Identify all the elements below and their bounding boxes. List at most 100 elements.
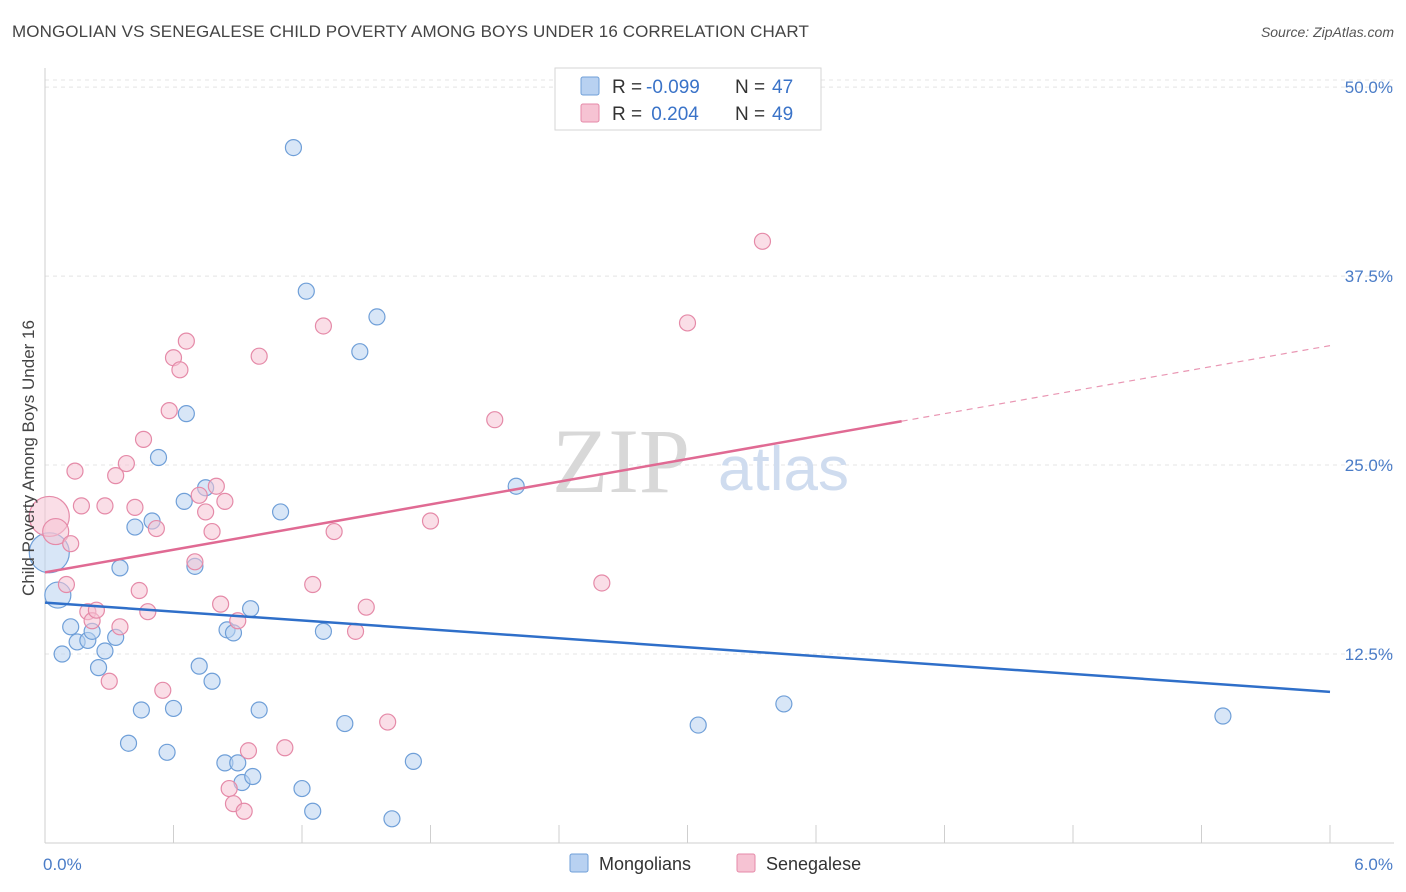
mongolians-point	[164, 699, 183, 718]
legend-r-value-2: 0.204	[646, 104, 699, 125]
x-tick-label-max: 6.0%	[1354, 855, 1393, 874]
legend-r-label-2: R =	[612, 104, 642, 125]
mongolians-point	[351, 343, 369, 361]
senegalese-point	[593, 574, 611, 592]
watermark: ZIP atlas	[552, 410, 849, 512]
senegalese-point	[126, 498, 144, 516]
mongolians-point	[242, 600, 260, 618]
senegalese-point	[139, 603, 157, 621]
senegalese-point	[57, 575, 76, 594]
senegalese-point	[220, 779, 238, 798]
senegalese-point	[62, 535, 80, 553]
mongolians-point	[149, 448, 168, 467]
mongolians-point	[158, 743, 176, 761]
watermark-zip: ZIP	[552, 410, 690, 512]
mongolians-point	[304, 802, 322, 820]
senegalese-point	[486, 411, 504, 429]
mongolians-point	[507, 477, 525, 495]
mongolians-point	[190, 657, 208, 675]
stats-legend: R = -0.099 N = 47 R = 0.204 N = 49	[554, 67, 822, 131]
senegalese-point	[134, 430, 153, 448]
bottom-legend-mongolians-swatch	[569, 853, 589, 873]
mongolians-point	[96, 642, 114, 660]
grid-layer	[45, 79, 1394, 655]
senegalese-point	[379, 713, 397, 731]
mongolians-point	[119, 734, 138, 752]
senegalese-trend-line	[44, 419, 902, 574]
legend-r-label-1: R =	[612, 77, 642, 98]
senegalese-point	[250, 347, 268, 365]
mongolians-point	[689, 716, 707, 734]
senegalese-point	[207, 477, 225, 495]
chart-title: MONGOLIAN VS SENEGALESE CHILD POVERTY AM…	[12, 22, 809, 41]
legend-n-label-1: N =	[735, 77, 765, 98]
axes-layer: 12.5% 25.0% 37.5% 50.0% 0.0% 6.0%	[43, 68, 1394, 874]
y-tick-label: 25.0%	[1345, 456, 1393, 475]
mongolians-point	[175, 492, 193, 510]
x-tick-label-min: 0.0%	[43, 855, 82, 874]
mongolians-point	[314, 622, 333, 640]
y-axis-label: Child Poverty Among Boys Under 16	[19, 320, 38, 596]
senegalese-point	[72, 497, 91, 515]
senegalese-point	[171, 361, 189, 379]
senegalese-point	[111, 618, 129, 636]
mongolians-point	[177, 405, 195, 423]
mongolians-point	[368, 308, 386, 326]
mongolians-swatch	[580, 76, 600, 96]
senegalese-point	[203, 522, 221, 541]
mongolians-point	[383, 810, 401, 828]
bottom-legend-senegalese: Senegalese	[766, 854, 861, 874]
senegalese-point	[190, 486, 208, 504]
mongolians-point	[271, 503, 290, 521]
mongolians-point	[293, 779, 311, 798]
senegalese-point	[239, 742, 258, 760]
mongolians-point	[336, 714, 354, 733]
mongolians-point	[1214, 707, 1232, 725]
legend-n-value-1: 47	[772, 77, 793, 98]
senegalese-swatch	[580, 103, 600, 123]
senegalese-point	[130, 581, 148, 600]
mongolians-point	[126, 518, 144, 536]
mongolians-point	[132, 701, 150, 719]
senegalese-point	[100, 672, 118, 690]
senegalese-point	[107, 467, 125, 485]
watermark-atlas: atlas	[718, 435, 849, 504]
senegalese-point	[421, 512, 440, 530]
senegalese-point	[147, 519, 165, 538]
senegalese-point	[177, 332, 195, 350]
legend-r-value-1: -0.099	[646, 77, 700, 98]
source-label: Source: ZipAtlas.com	[1260, 24, 1394, 40]
mongolians-point	[250, 701, 268, 719]
senegalese-point	[117, 454, 135, 473]
senegalese-point	[186, 553, 204, 571]
mongolians-point	[297, 282, 315, 300]
senegalese-point	[235, 802, 253, 820]
mongolians-point	[244, 767, 262, 786]
mongolians-point	[284, 138, 303, 157]
senegalese-trend-line-extension	[901, 345, 1331, 422]
y-tick-label: 50.0%	[1345, 78, 1393, 97]
mongolians-point	[229, 754, 247, 772]
senegalese-point	[325, 522, 343, 541]
senegalese-point	[357, 598, 375, 616]
mongolians-point	[111, 559, 129, 577]
legend-n-value-2: 49	[772, 104, 793, 125]
senegalese-point	[42, 517, 70, 546]
trend-layer	[44, 345, 1331, 694]
mongolians-trend-line	[44, 601, 1331, 694]
senegalese-point	[160, 402, 178, 420]
bottom-legend-senegalese-swatch	[736, 853, 756, 873]
bottom-legend: Mongolians Senegalese	[569, 853, 861, 874]
senegalese-point	[154, 681, 172, 699]
senegalese-point	[216, 492, 234, 510]
senegalese-point	[678, 314, 697, 332]
senegalese-point	[96, 497, 114, 515]
mongolians-point	[203, 672, 221, 690]
senegalese-point	[314, 317, 333, 335]
mongolians-point	[62, 618, 80, 636]
senegalese-point	[66, 462, 84, 480]
bottom-legend-mongolians: Mongolians	[599, 854, 691, 874]
mongolians-point	[404, 752, 422, 770]
senegalese-point	[197, 503, 215, 521]
